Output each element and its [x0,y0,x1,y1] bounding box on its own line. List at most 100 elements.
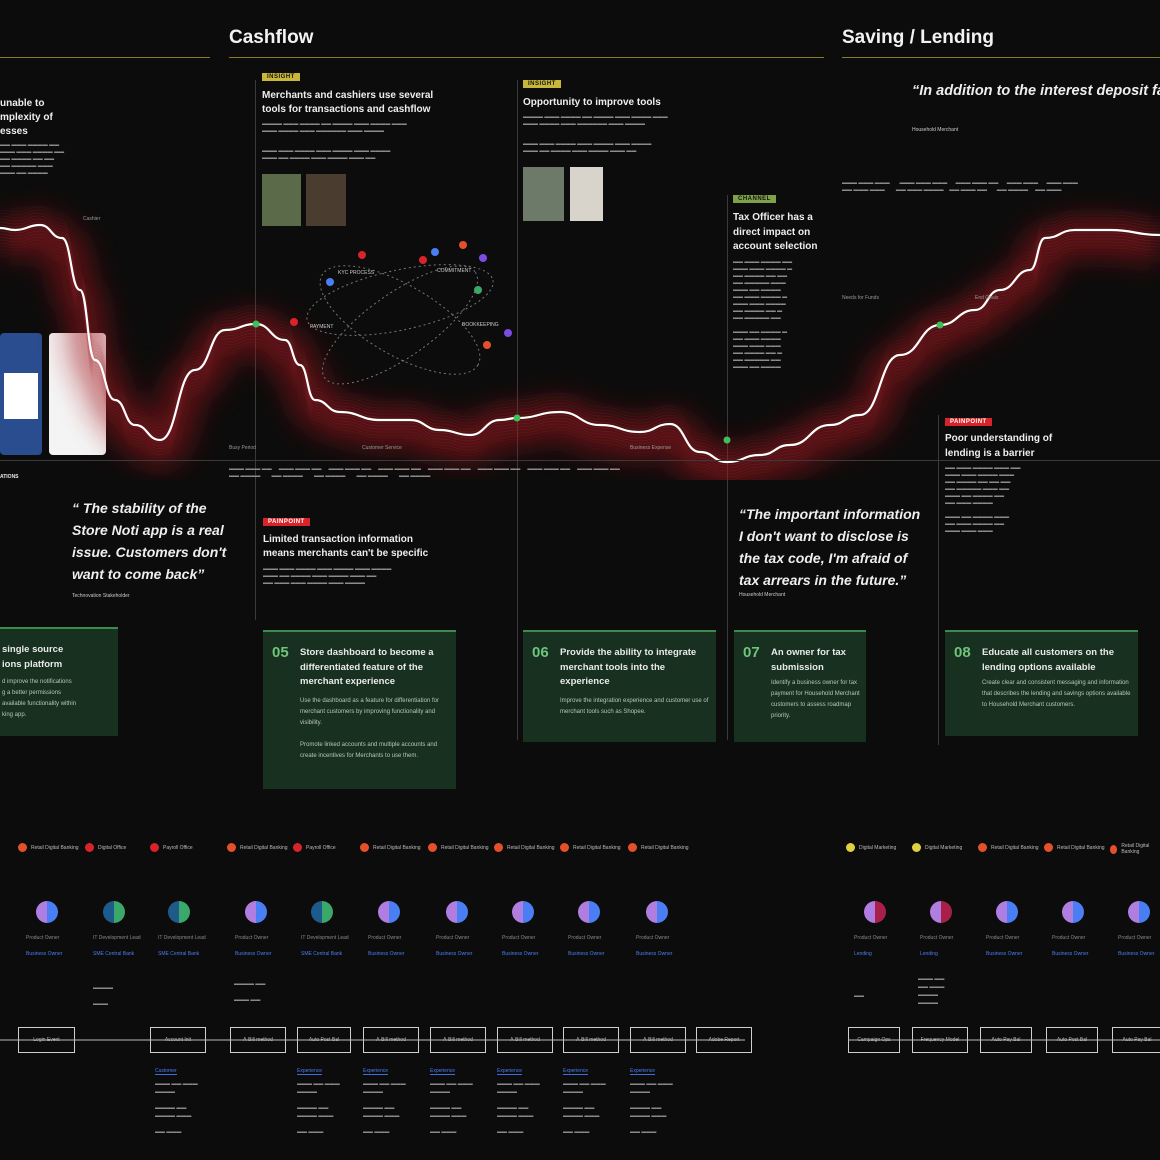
legend-label: Retail Digital Banking [441,844,489,851]
legend-dot [628,843,637,852]
card-title: Store dashboard to become a differentiat… [300,647,434,687]
stakeholder-pie [1062,901,1084,923]
legend-item: Retail Digital Banking [628,843,689,852]
journey-point [723,436,731,444]
quote-tax-code: “The important information I don't want … [739,506,921,588]
stakeholder-label: Product Owner [986,935,1020,941]
card-body: Create clear and consistent messaging an… [982,680,1131,708]
card-title: Provide the ability to integrate merchan… [560,647,697,687]
photo-thumbnail [523,167,564,221]
curve-contour [0,218,1160,457]
flow-note: ▬▬▬▬ ▬▬ ▬▬▬ ▬▬ [234,981,266,1003]
legend-dot [227,843,236,852]
legend-label: Retail Digital Banking [240,844,288,851]
curve-contour [0,209,1160,448]
curve-contour [0,230,1160,469]
phone-screenshot [0,333,42,455]
stage-label: Customer Service [362,445,402,451]
system-notes: ▬▬▬ ▬▬ ▬▬▬ ▬▬▬▬ ▬▬▬▬ ▬▬ ▬▬▬▬ ▬▬▬ ▬▬ ▬▬▬ [430,1081,473,1135]
stakeholder-sub: Business Owner [26,951,63,957]
legend-item: Payroll Office [293,843,336,852]
stakeholder-sub: SME Central Bank [158,951,200,957]
stakeholder-pie [864,901,886,923]
stakeholder-sub: SME Central Bank [301,951,343,957]
section-rule [0,57,210,58]
painpoint-body: ▬▬ ▬▬▬ ▬▬▬▬ ▬▬▬ ▬▬ ▬▬▬ ▬▬▬ ▬▬▬▬ ▬▬▬ ▬▬ ▬▬▬… [945,465,1021,534]
quote-store-noti: “ The stability of the Store Noti app is… [72,500,227,582]
legend-dot [560,843,569,852]
stakeholder-label: Product Owner [1052,935,1086,941]
system-label: Customer [155,1068,177,1075]
journey-curve [0,206,1160,480]
insight-body: ▬▬▬▬ ▬▬▬ ▬▬▬▬ ▬▬ ▬▬▬▬ ▬▬▬ ▬▬▬▬ ▬▬▬ ▬▬▬ ▬▬… [523,114,668,127]
legend-item: Retail Digital Banking [360,843,421,852]
legend-item: Retail Digital Banking [560,843,621,852]
flow-note: ▬▬ [854,993,864,999]
stakeholder-label: Product Owner [436,935,470,941]
legend-item: Digital Marketing [912,843,962,852]
painpoint-title: Poor understanding of lending is a barri… [945,433,1053,459]
legend-label: Digital Marketing [925,844,963,851]
legend-item: Retail Digital Banking [428,843,489,852]
system-notes: ▬▬▬ ▬▬ ▬▬▬ ▬▬▬▬ ▬▬▬▬ ▬▬ ▬▬▬▬ ▬▬▬ ▬▬ ▬▬▬ [297,1081,340,1135]
stakeholder-label: Product Owner [368,935,402,941]
legend-dot [912,843,921,852]
curve-contour [0,245,1160,480]
stakeholder-label: Product Owner [1118,935,1152,941]
legend-dot [360,843,369,852]
card-number: 08 [954,644,971,661]
stakeholder-label: Product Owner [920,935,954,941]
curve-line [0,223,1160,464]
legend-label: Retail Digital Banking [573,844,621,851]
orbit-label: BOOKKEEPING [462,322,499,328]
opportunity-card-04: single source ions platform d improve th… [0,627,118,736]
legend-dot [1044,843,1053,852]
flow-connectors [0,1039,1160,1041]
stakeholder-pie [168,901,190,923]
system-label: Experience [430,1068,456,1075]
stakeholder-pie [446,901,468,923]
photo-thumbnail [306,174,346,226]
legend-dot [1110,844,1118,854]
system-label: Experience [497,1068,523,1075]
journey-point [252,320,260,328]
quote-saving: “In addition to the interest deposit fac… [912,83,1160,99]
stakeholder-pie [103,901,125,923]
opportunity-card-05: 05 Store dashboard to become a different… [263,630,456,789]
legend-dot [846,843,855,852]
stakeholder-sub: Business Owner [502,951,539,957]
section-title-cashflow: Cashflow [229,27,314,48]
system-label: Experience [297,1068,323,1075]
curve-contour [0,236,1160,475]
card-number: 07 [743,644,760,661]
journey-point [513,414,521,422]
legend-dot [293,843,302,852]
legend-item: Retail Digital Banking [18,843,79,852]
stage-notes: ▬▬▬ ▬▬▬ ▬▬ ▬▬▬ ▬▬▬ ▬▬ ▬▬▬ ▬▬▬ ▬▬ ▬▬▬ ▬▬▬… [229,466,620,479]
system-notes: ▬▬▬ ▬▬ ▬▬▬ ▬▬▬▬ ▬▬▬▬ ▬▬ ▬▬▬▬ ▬▬▬ ▬▬ ▬▬▬ [563,1081,606,1135]
stage-label: Needs for Funds [842,295,879,301]
legend-dot [85,843,94,852]
legend-item: Retail Digital Banking [1044,843,1105,852]
legend-label: Digital Marketing [859,844,897,851]
channel-tag: CHANNEL [733,195,776,203]
curve-contour [0,221,1160,460]
section-title-saving-lending: Saving / Lending [842,27,995,48]
stage-baseline [0,460,1160,461]
legend-item: Retail Digital Banking [494,843,555,852]
opportunity-card-08: 08 Educate all customers on the lending … [945,630,1138,736]
stakeholder-sub: Business Owner [436,951,473,957]
left-body-text: ▬▬ ▬▬▬ ▬▬▬▬ ▬▬ ▬▬▬ ▬▬▬ ▬▬▬▬ ▬▬ ▬▬ ▬▬▬▬ ▬▬ … [0,142,65,176]
legend-item: Retail Digital Banking [1110,843,1160,855]
stakeholder-label: Product Owner [26,935,60,941]
painpoint-tag: PAINPOINT [263,518,310,526]
stakeholder-sub: Business Owner [1052,951,1089,957]
legend-item: Retail Digital Banking [227,843,288,852]
stakeholder-sub: SME Central Bank [93,951,135,957]
stakeholder-label: Product Owner [854,935,888,941]
insight-title: Opportunity to improve tools [523,97,661,108]
photo-thumbnail [262,174,301,226]
orbit-label: PAYMENT [310,324,334,330]
painpoint-title: Limited transaction information means me… [263,534,429,559]
legend-label: Retail Digital Banking [991,844,1039,851]
